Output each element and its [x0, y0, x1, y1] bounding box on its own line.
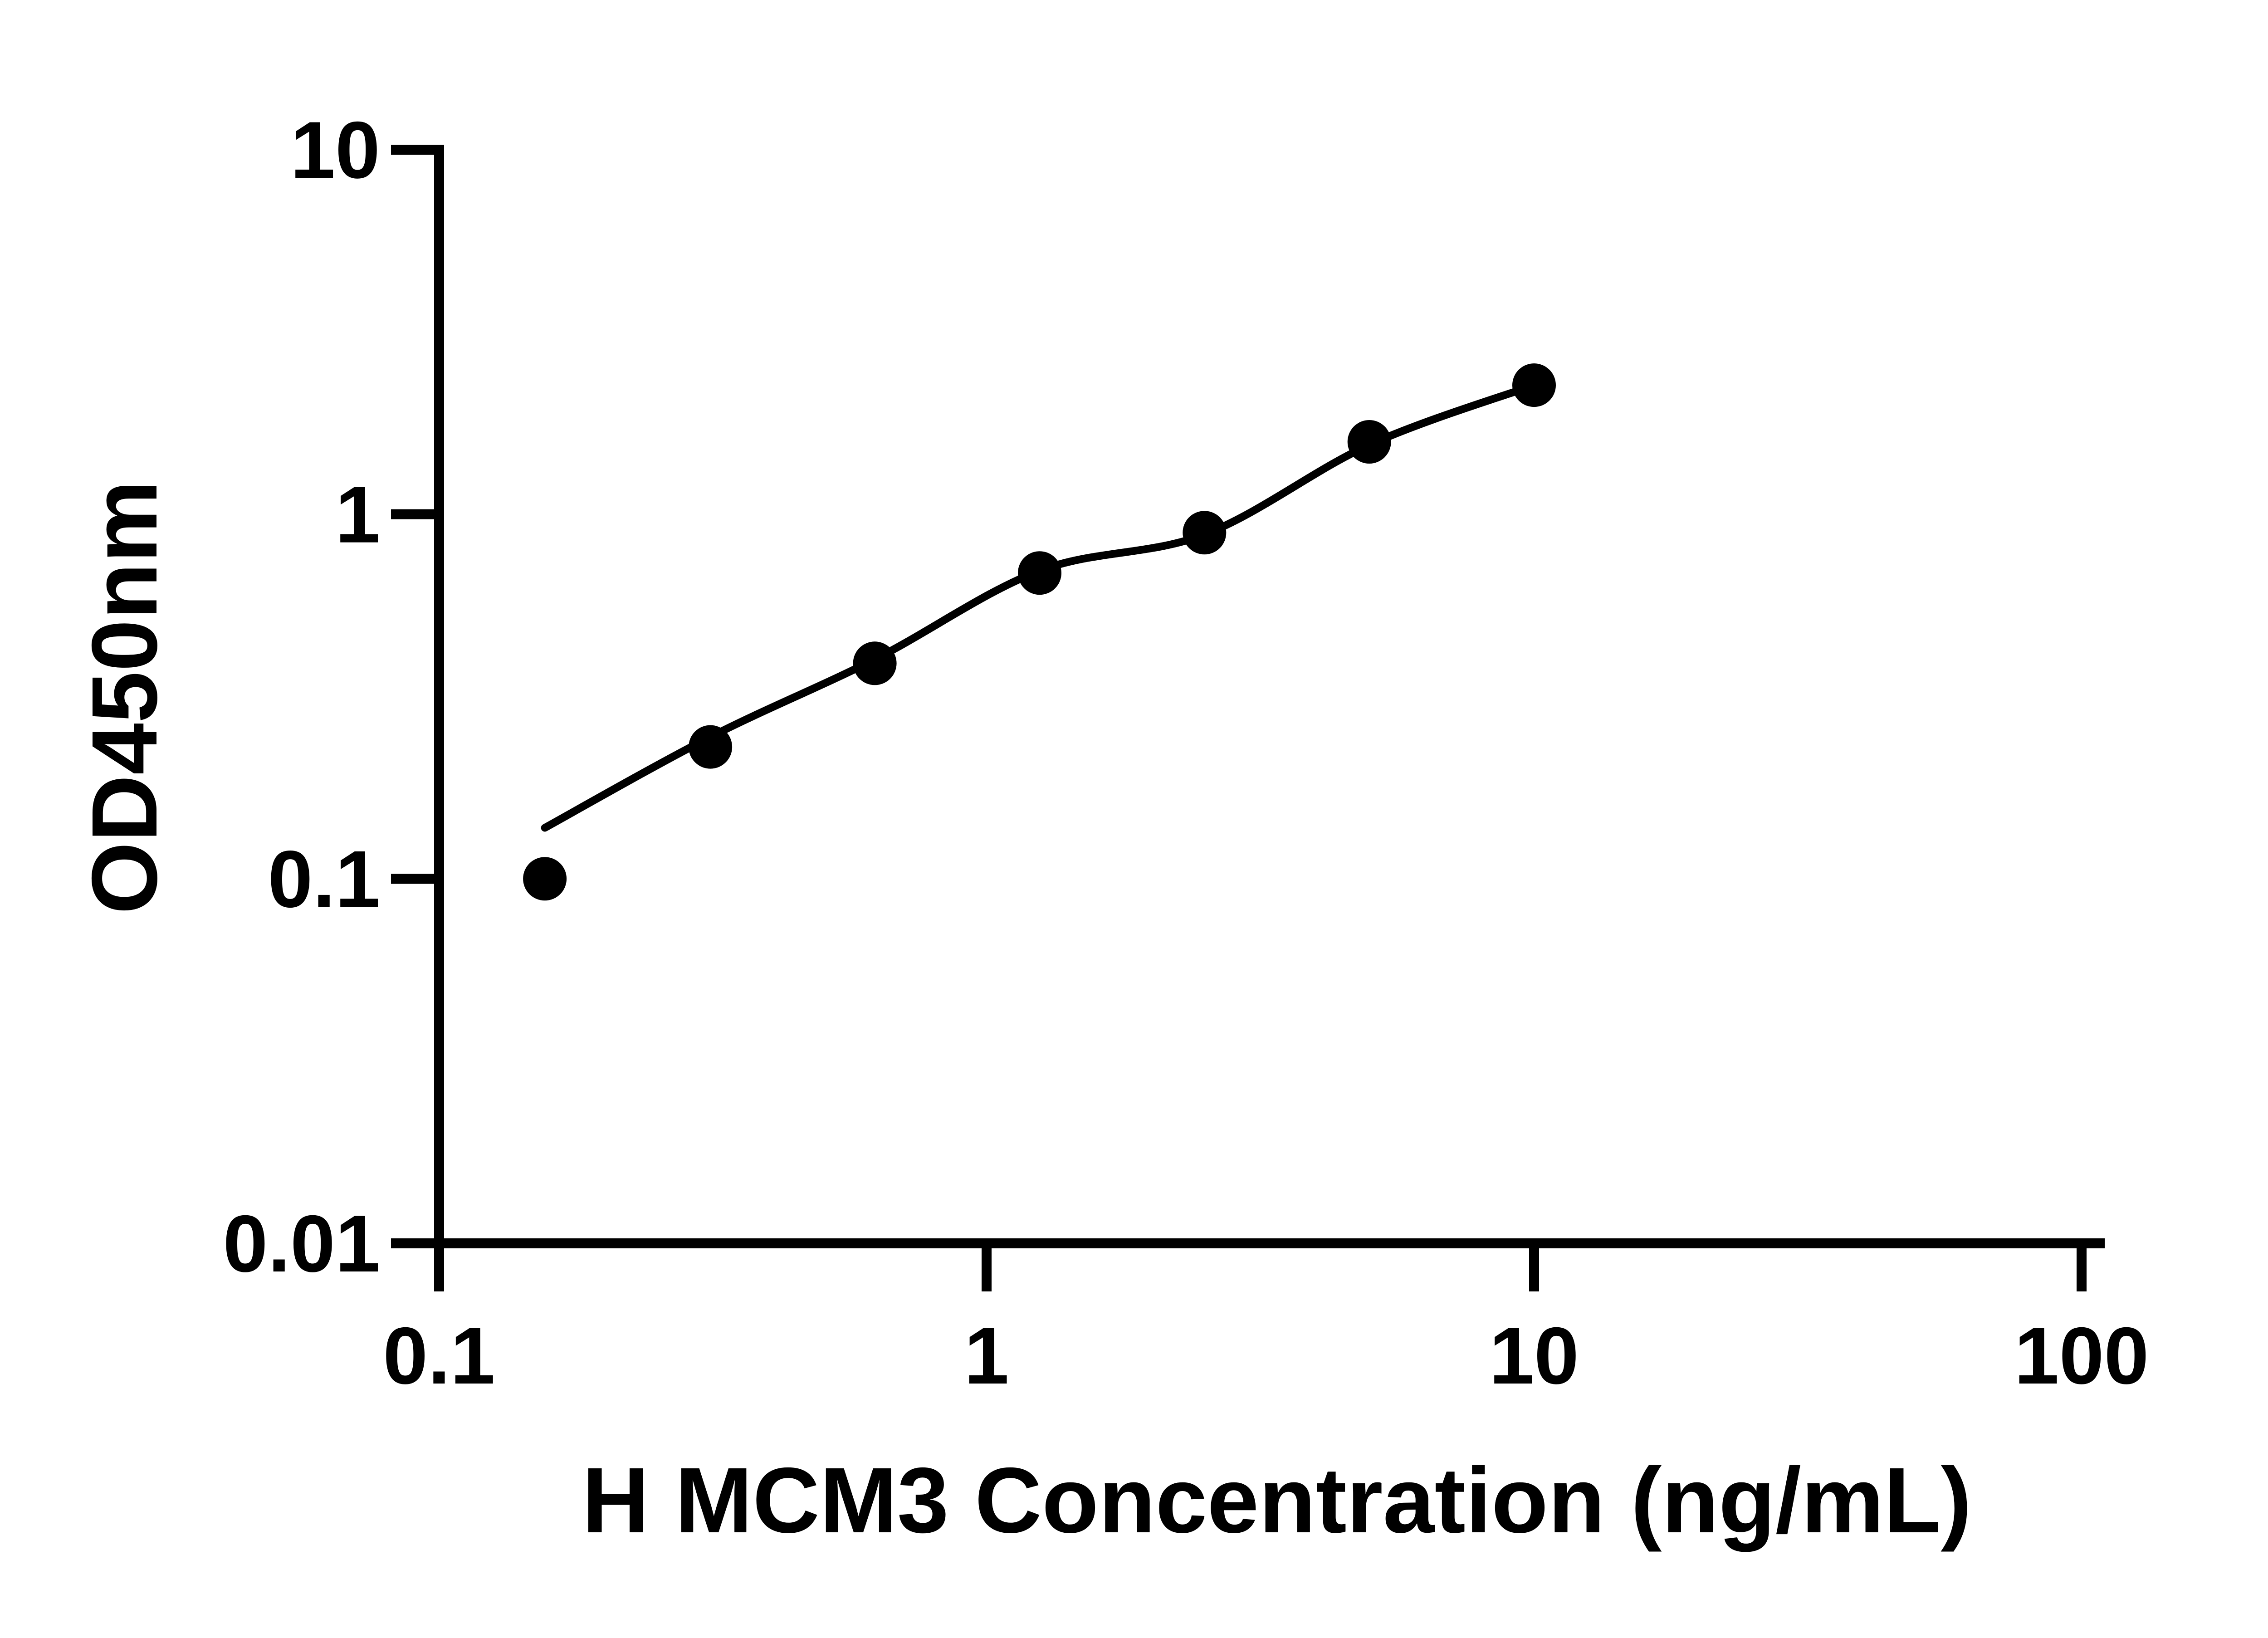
x-tick-label: 100	[2014, 1310, 2149, 1401]
data-point	[689, 725, 733, 769]
data-points-layer	[523, 363, 1556, 901]
x-tick-label: 0.1	[383, 1310, 495, 1401]
y-tick-label: 10	[290, 105, 380, 195]
data-point	[1347, 420, 1391, 464]
data-point	[853, 641, 897, 685]
data-point	[523, 857, 567, 901]
axes	[391, 145, 2105, 1291]
y-tick-label: 0.01	[223, 1198, 380, 1289]
data-point	[1018, 551, 1061, 595]
y-axis-title: OD450nm	[73, 480, 176, 914]
data-point	[1512, 363, 1556, 407]
x-tick-label: 1	[964, 1310, 1009, 1401]
y-tick-label: 0.1	[268, 834, 380, 924]
data-point	[1183, 511, 1227, 555]
x-axis-title: H MCM3 Concentration (ng/mL)	[582, 1448, 1971, 1552]
y-tick-label: 1	[335, 469, 380, 560]
x-tick-label: 10	[1489, 1310, 1579, 1401]
